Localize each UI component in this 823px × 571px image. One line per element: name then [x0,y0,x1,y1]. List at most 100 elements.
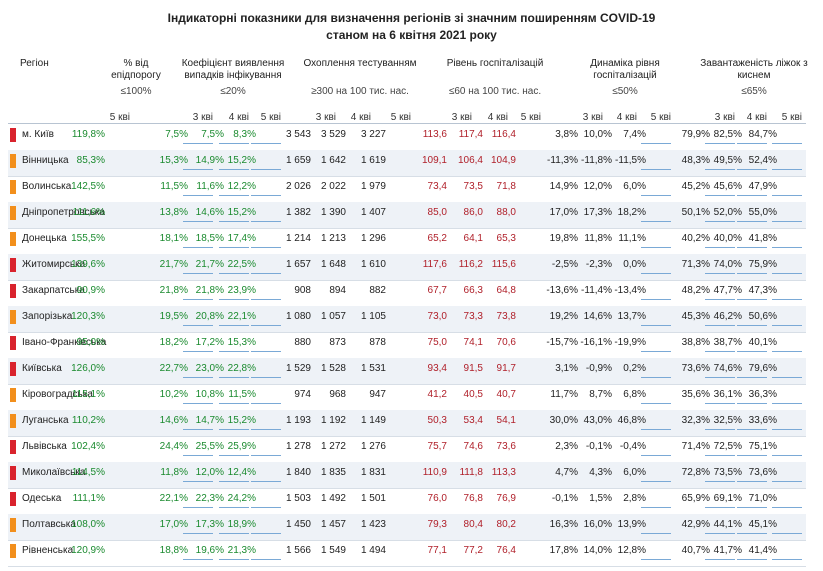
beds-value: 42,9% [681,519,710,530]
beds-value: 49,5% [713,155,742,166]
test-value: 1 659 [285,155,311,166]
hosp-value: 77,2 [463,545,483,556]
coef-value-underline [183,195,213,196]
beds-value-underline [737,533,767,534]
table-row: Одеська 111,1% 22,1% 22,3% 24,2% 1 503 1 492 1 … [8,488,806,515]
test-value: 1 566 [285,545,311,556]
beds-value: 47,7% [713,285,742,296]
dyn-value: 16,0% [583,519,612,530]
table-row: Львівська 102,4% 24,4% 25,5% 25,9% 1 278 1 272… [8,436,806,463]
beds-value-underline [737,351,767,352]
beds-value: 69,1% [713,493,742,504]
beds-value-underline [772,143,802,144]
test-value: 1 390 [320,207,346,218]
dyn-value: 0,2% [623,363,646,374]
table-row: м. Київ 119,8% 7,5% 7,5% 8,3% 3 543 3 529 3 227… [8,124,806,151]
coef-value: 24,4% [159,441,188,452]
beds-value: 71,3% [681,259,710,270]
dyn-value: 13,7% [617,311,646,322]
beds-value-underline [705,351,735,352]
week-label-hosp-5: 5 кві [520,112,541,123]
test-value: 2 022 [320,181,346,192]
coef-value: 15,2% [227,415,256,426]
hosp-value: 77,1 [427,545,447,556]
beds-value: 52,0% [713,207,742,218]
dyn-value-underline [641,273,671,274]
dyn-value: -11,8% [581,155,612,166]
test-value: 1 549 [320,545,346,556]
beds-value-underline [705,299,735,300]
hosp-value: 73,6 [496,441,516,452]
coef-value-underline [183,429,213,430]
test-value: 2 026 [285,181,311,192]
test-value: 947 [369,389,386,400]
dyn-value: 6,0% [623,181,646,192]
table-row: Полтавська 108,0% 17,0% 17,3% 18,9% 1 450 1 45… [8,514,806,541]
status-marker [10,414,16,428]
beds-value-underline [737,455,767,456]
hosp-value: 76,8 [463,493,483,504]
beds-value-underline [772,169,802,170]
header-beds-label: Завантаженість ліжок з киснем [700,58,808,81]
beds-value: 75,9% [748,259,777,270]
coef-value-underline [251,559,281,560]
beds-value-underline [737,507,767,508]
beds-value-underline [705,169,735,170]
coef-value: 13,8% [159,207,188,218]
beds-value: 73,5% [713,467,742,478]
beds-value: 46,2% [713,311,742,322]
beds-value: 73,6% [748,467,777,478]
region-name: Дніпропетровська [22,207,105,218]
week-label-beds-3: 3 кві [714,112,735,123]
hosp-value: 109,1 [421,155,447,166]
hosp-value: 73,0 [427,311,447,322]
test-value: 1 531 [360,363,386,374]
hosp-value: 40,5 [463,389,483,400]
dyn-value-underline [641,455,671,456]
coef-value: 22,1% [227,311,256,322]
dyn-value: -2,3% [585,259,612,270]
hosp-value: 65,3 [496,233,516,244]
beds-value: 52,4% [748,155,777,166]
status-marker [10,336,16,350]
dyn-value: 2,8% [623,493,646,504]
beds-value-underline [737,247,767,248]
beds-value: 79,6% [748,363,777,374]
table-row: Київська 126,0% 22,7% 23,0% 22,8% 1 529 1 528 1… [8,358,806,385]
coef-value-underline [251,143,281,144]
test-value: 1 105 [360,311,386,322]
dyn-value: 1,5% [589,493,612,504]
coef-value: 17,3% [195,519,224,530]
beds-value-underline [705,507,735,508]
test-value: 1 979 [360,181,386,192]
beds-value: 72,8% [681,467,710,478]
hosp-value: 54,1 [496,415,516,426]
coef-value-underline [183,403,213,404]
beds-value: 84,7% [748,129,777,140]
test-value: 1 276 [360,441,386,452]
test-value: 1 501 [360,493,386,504]
beds-value: 33,6% [748,415,777,426]
hosp-value: 117,6 [422,259,447,270]
beds-value: 41,8% [748,233,777,244]
beds-value: 75,1% [748,441,777,452]
beds-value: 36,1% [713,389,742,400]
dyn-value: 46,8% [617,415,646,426]
coef-value: 22,3% [195,493,224,504]
beds-value-underline [705,377,735,378]
hosp-value: 71,8 [496,181,516,192]
beds-value: 50,1% [681,207,710,218]
dyn-value: 3,1% [555,363,578,374]
coef-value: 21,8% [159,285,188,296]
hosp-value: 50,3 [427,415,447,426]
test-value: 1 057 [320,311,346,322]
beds-value-underline [772,533,802,534]
title-line-2: станом на 6 квітня 2021 року [326,28,497,42]
table-row: Миколаївська 114,5% 11,8% 12,0% 12,4% 1 840 1 … [8,462,806,489]
beds-value-underline [772,351,802,352]
beds-value-underline [772,559,802,560]
coef-value-underline [219,533,249,534]
coef-value: 18,5% [195,233,224,244]
hosp-value: 70,6 [496,337,516,348]
coef-value-underline [219,221,249,222]
